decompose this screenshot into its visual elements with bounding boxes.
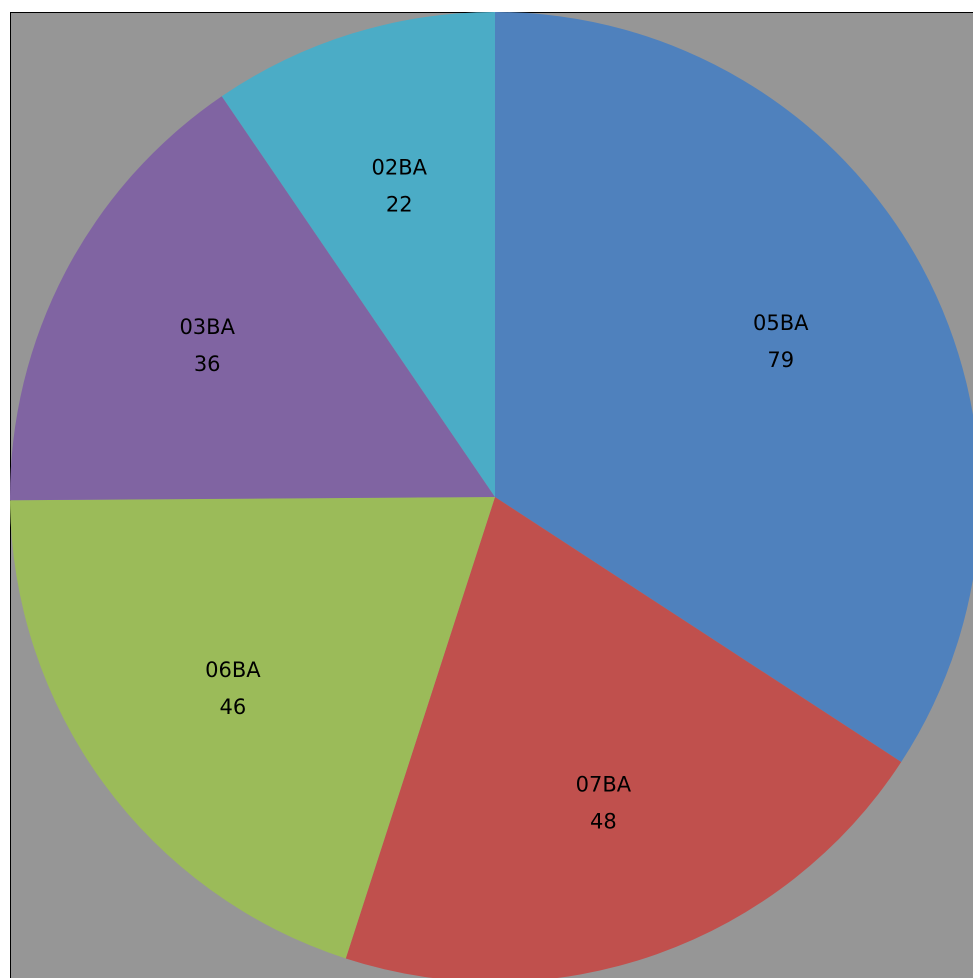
pie-slice: [10, 497, 496, 959]
slice-label-value: 48: [590, 809, 617, 833]
pie-slice: [495, 12, 973, 762]
slice-label-value: 46: [220, 695, 247, 719]
pie: [10, 12, 973, 978]
pie-slice: [10, 96, 495, 501]
slice-label-value: 36: [194, 352, 221, 376]
data-labels: 05BA 79 07BA 48 06BA 46 03BA 36 02BA 22: [179, 155, 809, 833]
slice-label-name: 07BA: [576, 772, 632, 796]
slice-label-value: 22: [386, 192, 413, 216]
slice-label-name: 05BA: [753, 311, 809, 335]
slice-label-name: 02BA: [371, 155, 427, 179]
pie-slice: [221, 12, 495, 497]
slice-label-name: 03BA: [179, 315, 235, 339]
pie-slice: [345, 497, 902, 978]
slice-label-name: 06BA: [205, 658, 261, 682]
slice-label-value: 79: [767, 348, 794, 372]
